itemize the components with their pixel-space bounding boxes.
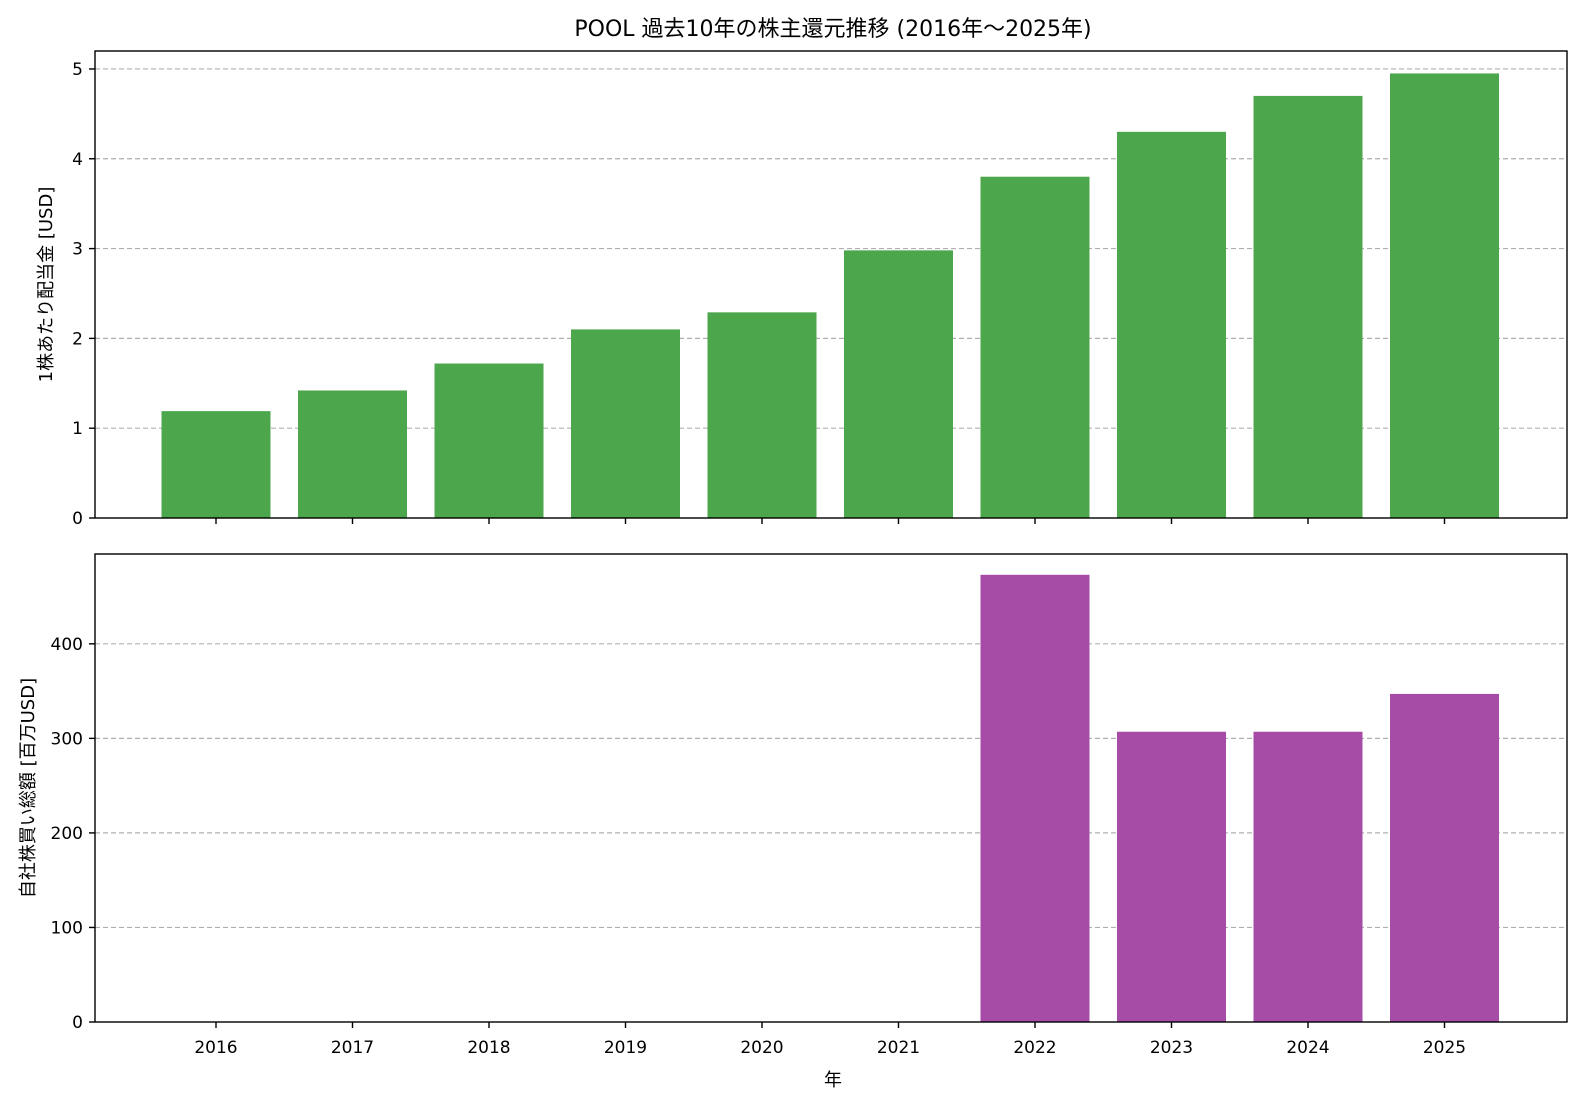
dividend-panel: 0 1 2 3 4 5 1株あたり配当金 [USD] xyxy=(36,50,1568,529)
dividend-y-tick-label: 4 xyxy=(72,150,83,170)
buyback-plot-frame xyxy=(94,553,1568,1023)
dividend-bar-2023 xyxy=(1117,131,1226,519)
buyback-bar-2025 xyxy=(1390,693,1499,1022)
buyback-bar-2024 xyxy=(1253,731,1363,1022)
x-tick-label-2018: 2018 xyxy=(467,1038,510,1058)
x-tick-label-2023: 2023 xyxy=(1150,1038,1193,1058)
x-axis-label: 年 xyxy=(824,1070,842,1091)
dividend-bar-2022 xyxy=(980,176,1090,518)
x-tick-label-2016: 2016 xyxy=(194,1038,237,1058)
buyback-panel: 0 100 200 300 400 2016 2017 2018 2019 2020 2021 202… xyxy=(18,553,1568,1058)
dividend-bar-2016 xyxy=(161,411,271,518)
buyback-y-axis-label: 自社株買い総額 [百万USD] xyxy=(18,678,39,898)
dividend-bar-2025 xyxy=(1390,73,1499,519)
buyback-y-tick-label: 100 xyxy=(51,918,83,938)
dividend-y-tick-label: 2 xyxy=(72,329,83,349)
buyback-y-tick-label: 300 xyxy=(51,729,83,749)
x-tick-label-2017: 2017 xyxy=(331,1038,374,1058)
dividend-bar-2024 xyxy=(1253,95,1363,519)
buyback-y-tick-label: 400 xyxy=(51,635,83,655)
x-tick-label-2020: 2020 xyxy=(740,1038,783,1058)
x-tick-label-2021: 2021 xyxy=(877,1038,920,1058)
buyback-y-tick-label: 200 xyxy=(51,824,83,844)
dividend-y-tick-label: 5 xyxy=(72,60,83,80)
dividend-y-tick-label: 0 xyxy=(72,509,83,529)
chart-title: POOL 過去10年の株主還元推移 (2016年～2025年) xyxy=(574,17,1091,42)
buyback-y-tick-label: 0 xyxy=(72,1013,83,1033)
x-tick-label-2022: 2022 xyxy=(1013,1038,1056,1058)
x-tick-label-2024: 2024 xyxy=(1286,1038,1329,1058)
dividend-bar-2017 xyxy=(298,390,407,518)
dividend-y-tick-label: 1 xyxy=(72,419,83,439)
dividend-y-tick-label: 3 xyxy=(72,240,83,260)
dividend-plot-frame xyxy=(94,50,1568,519)
dividend-bar-2021 xyxy=(844,250,953,518)
x-tick-label-2019: 2019 xyxy=(604,1038,647,1058)
dividend-bar-2019 xyxy=(571,329,680,518)
buyback-bar-2023 xyxy=(1117,731,1226,1022)
buyback-bar-2022 xyxy=(980,574,1090,1022)
dividend-bar-2018 xyxy=(434,363,544,518)
dividend-y-axis-label: 1株あたり配当金 [USD] xyxy=(36,187,57,383)
x-tick-label-2025: 2025 xyxy=(1423,1038,1466,1058)
dividend-bar-2020 xyxy=(707,312,817,518)
